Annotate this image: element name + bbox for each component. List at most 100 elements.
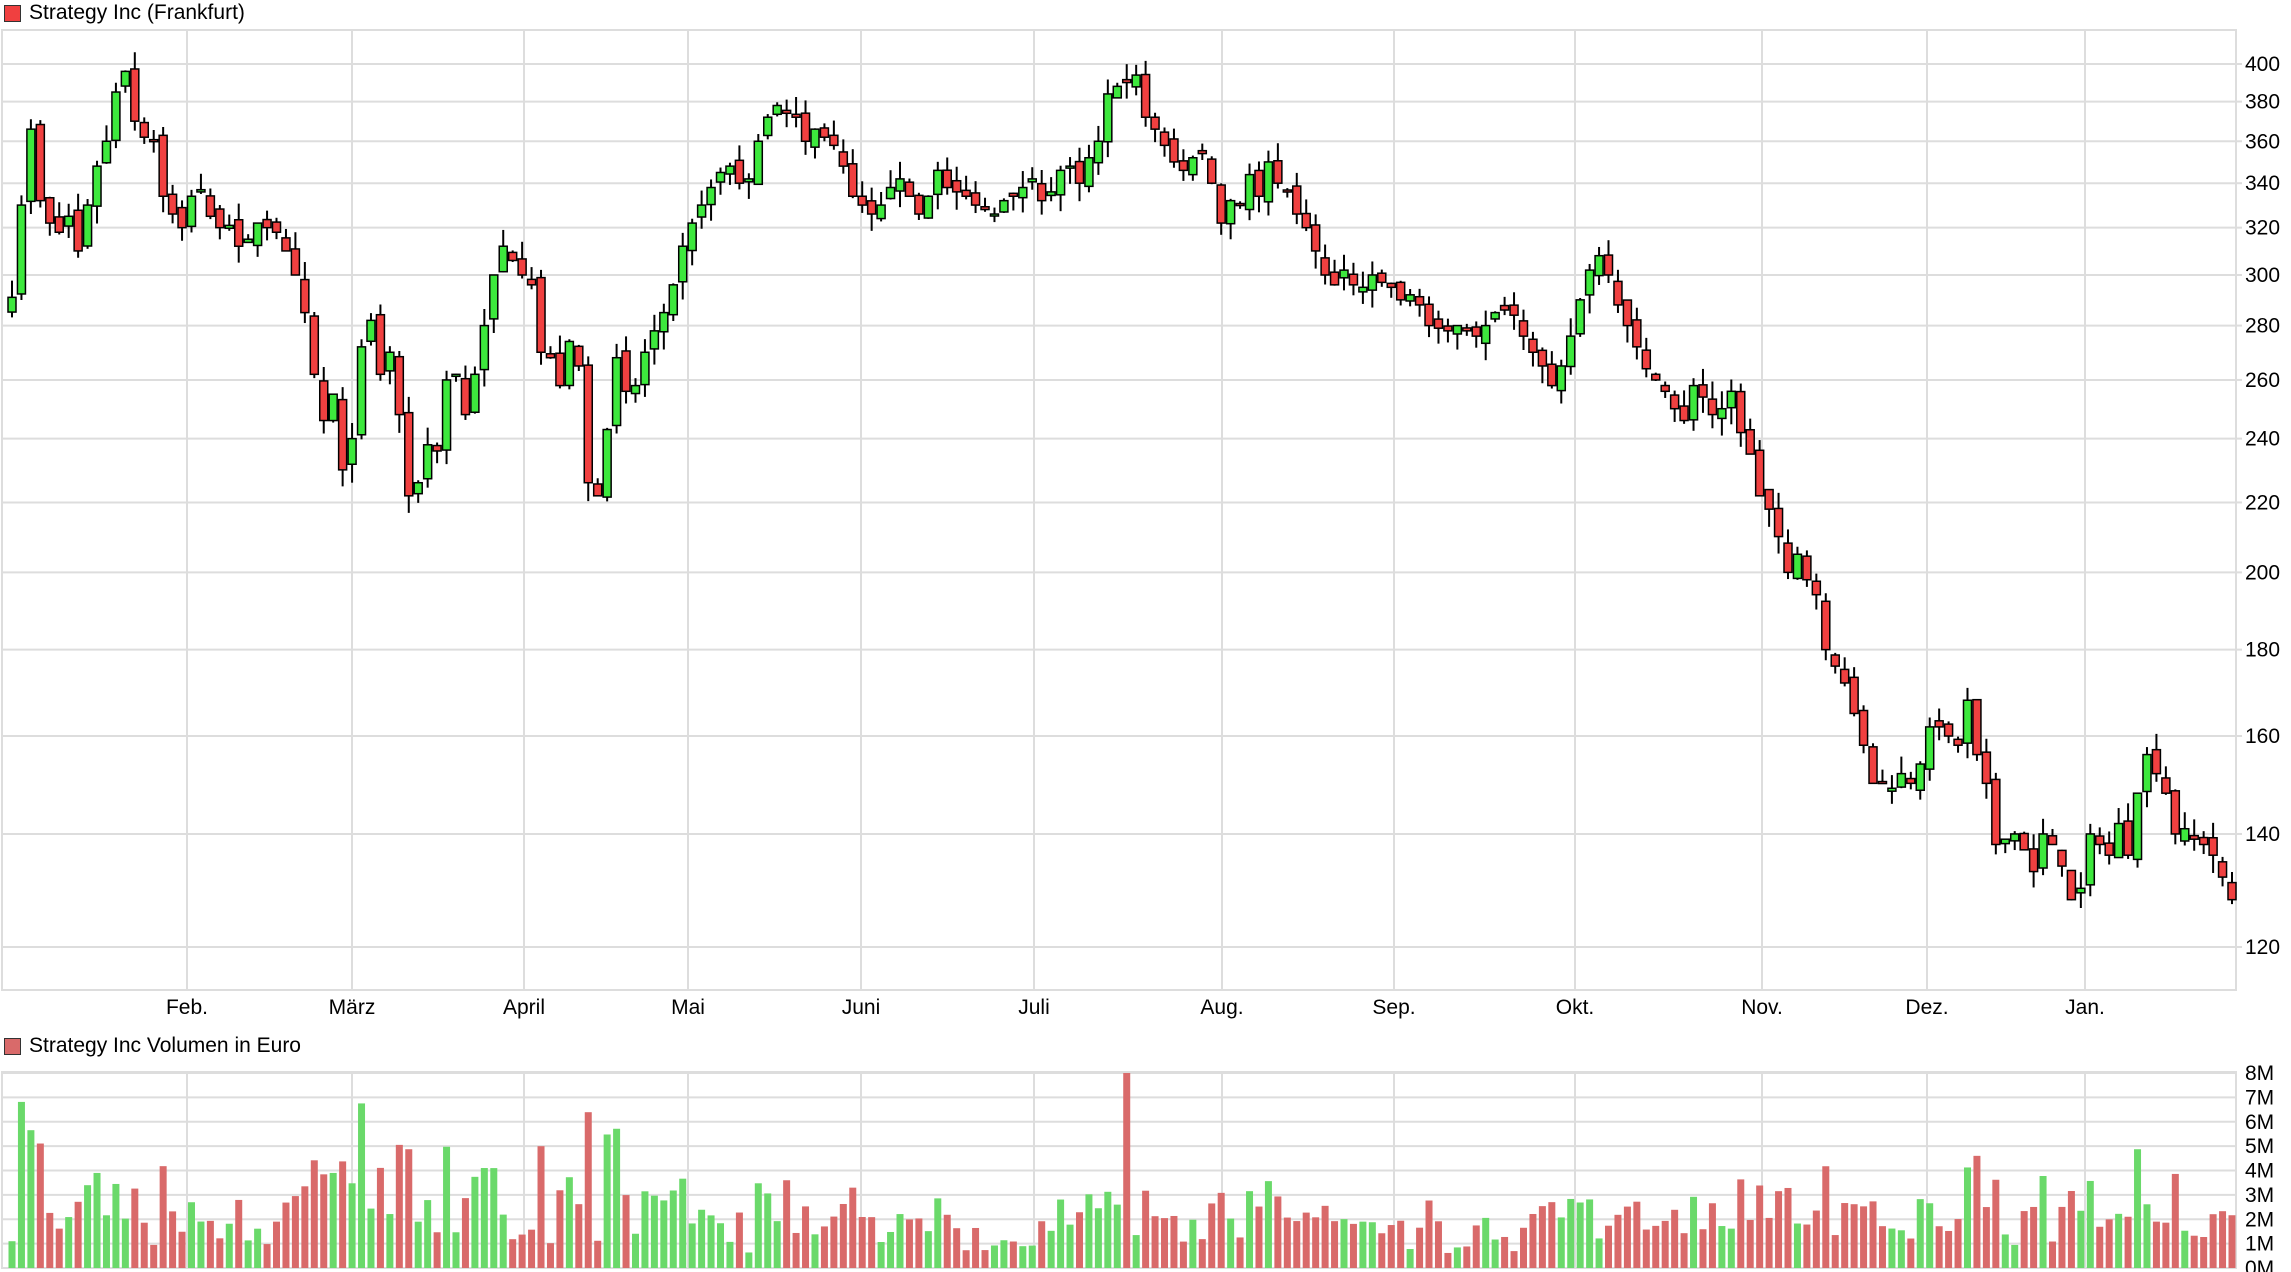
volume-bar	[1869, 1201, 1877, 1268]
volume-bar	[1482, 1217, 1490, 1268]
candle	[762, 116, 773, 137]
volume-bar	[1444, 1252, 1452, 1268]
candle	[328, 393, 338, 422]
candle	[1027, 178, 1038, 183]
volume-bar	[424, 1200, 432, 1268]
candle	[772, 104, 782, 116]
candle	[1008, 192, 1019, 198]
volume-bar	[2067, 1191, 2075, 1268]
candle	[1055, 169, 1066, 196]
price-grid	[2, 30, 2236, 990]
volume-bar	[301, 1186, 309, 1268]
candle	[2009, 833, 2020, 842]
price-tick-label: 220	[2245, 491, 2280, 514]
candle	[659, 311, 669, 333]
volume-bar	[1302, 1212, 1310, 1268]
volume-bar	[603, 1134, 611, 1268]
candle	[602, 428, 612, 498]
volume-bar	[1671, 1209, 1679, 1268]
candle	[262, 218, 272, 229]
candle	[1641, 349, 1652, 370]
volume-bar	[556, 1190, 564, 1268]
volume-bar	[1501, 1236, 1509, 1268]
volume-tick-label: 5M	[2245, 1135, 2274, 1158]
volume-bar	[480, 1168, 488, 1268]
candle	[583, 364, 594, 484]
volume-bar	[254, 1228, 262, 1268]
volume-bar	[2219, 1211, 2227, 1268]
candle	[1981, 751, 1992, 785]
candle	[460, 377, 471, 416]
candle	[781, 109, 792, 115]
volume-bar	[1586, 1199, 1594, 1268]
volume-bar	[565, 1177, 573, 1268]
month-label: Feb.	[166, 996, 208, 1019]
price-tick-label: 200	[2245, 561, 2280, 584]
volume-bar	[1453, 1247, 1461, 1268]
candle	[753, 140, 764, 186]
volume-bar	[1888, 1228, 1896, 1268]
candle	[545, 353, 556, 359]
volume-bar	[1954, 1219, 1962, 1268]
volume-bar	[386, 1214, 394, 1268]
volume-bar	[65, 1217, 73, 1268]
volume-bar	[622, 1195, 630, 1268]
candle	[120, 70, 131, 87]
candle	[196, 188, 206, 193]
candle	[791, 113, 801, 118]
volume-bar	[1047, 1230, 1055, 1268]
volume-bar	[452, 1232, 460, 1268]
candle	[2038, 833, 2048, 869]
candle	[1726, 390, 1737, 409]
month-label: März	[329, 996, 376, 1019]
volume-bar	[1897, 1230, 1905, 1268]
volume-bar	[943, 1214, 951, 1268]
candle	[1292, 185, 1302, 215]
candle	[1348, 273, 1359, 286]
volume-bar	[187, 1202, 195, 1268]
volume-bar	[546, 1243, 554, 1268]
candle	[498, 245, 508, 273]
candle	[933, 169, 943, 196]
candle	[2094, 835, 2105, 846]
price-y-axis: 120 140 160 180 200 220 240 260 280 300 320 340 360 3…	[2236, 53, 2280, 959]
candle	[1367, 274, 1378, 291]
volume-bar	[1718, 1226, 1726, 1268]
volume-bar	[518, 1234, 526, 1268]
volume-bar	[1009, 1241, 1017, 1268]
volume-tick-label: 7M	[2245, 1086, 2274, 1109]
price-tick-label: 320	[2245, 217, 2280, 240]
volume-bar	[1434, 1221, 1442, 1268]
candle	[1140, 73, 1151, 118]
candle	[451, 373, 461, 378]
volume-bar	[2228, 1215, 2236, 1268]
volume-bar	[660, 1200, 668, 1268]
candle	[1849, 676, 1859, 715]
volume-bar	[1293, 1221, 1301, 1268]
price-tick-label: 340	[2245, 172, 2280, 195]
candle	[1594, 254, 1604, 277]
volume-chart-title: Strategy Inc Volumen in Euro	[29, 1034, 301, 1057]
volume-bar	[2143, 1204, 2151, 1268]
volume-bar	[811, 1234, 819, 1268]
volume-bar	[1605, 1225, 1613, 1268]
volume-bar	[594, 1240, 602, 1268]
candle	[2085, 833, 2096, 886]
candle	[1329, 271, 1340, 286]
volume-bar	[509, 1239, 517, 1268]
candle	[611, 356, 622, 427]
volume-bar	[802, 1206, 810, 1268]
candle	[63, 215, 74, 227]
candle	[1669, 394, 1680, 410]
volume-bar	[1831, 1235, 1839, 1268]
candle	[1887, 787, 1897, 792]
volume-bar	[1019, 1246, 1027, 1268]
candle	[1556, 365, 1567, 392]
candle	[489, 274, 499, 320]
volume-bar	[792, 1232, 800, 1268]
volume-bar	[1406, 1249, 1414, 1268]
volume-bar	[764, 1193, 772, 1268]
volume-bar	[1860, 1206, 1868, 1268]
candle	[1811, 580, 1822, 596]
volume-bar	[650, 1195, 658, 1268]
